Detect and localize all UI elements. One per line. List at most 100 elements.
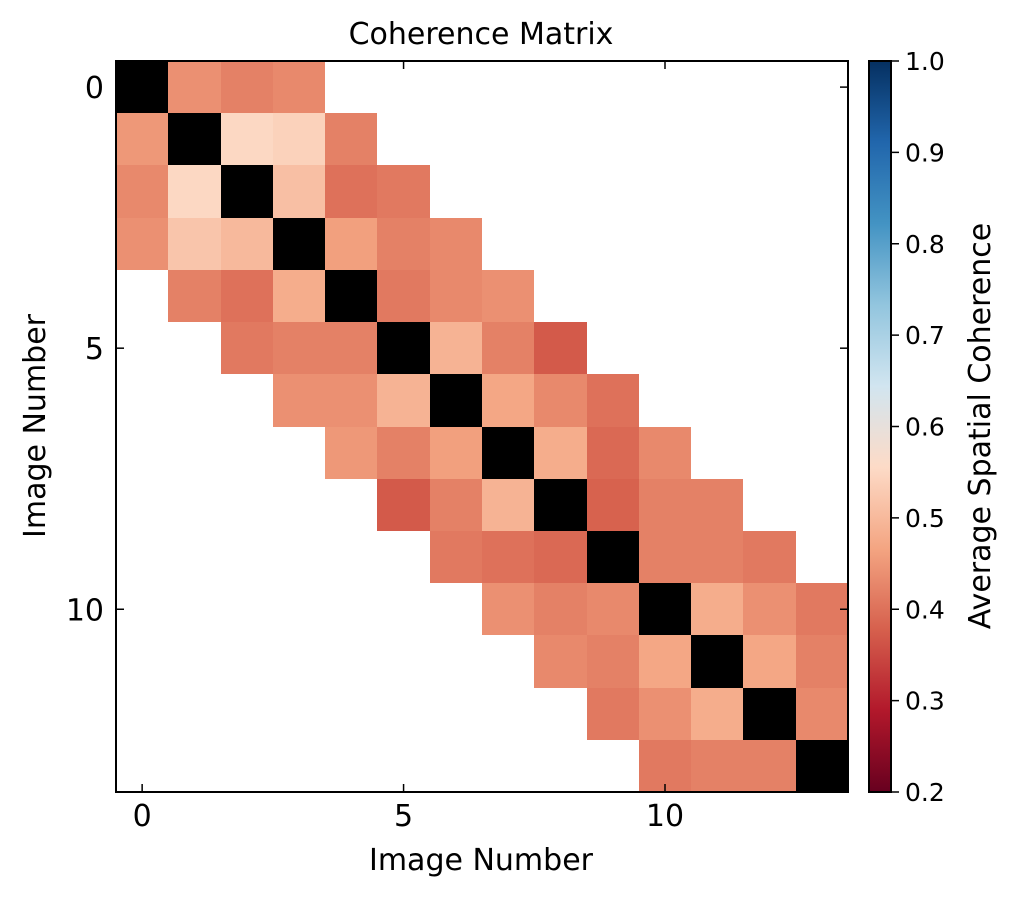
heatmap-cells <box>116 61 848 792</box>
heatmap-cell <box>482 270 534 322</box>
heatmap-cell <box>430 270 482 322</box>
plot-frame <box>115 60 849 793</box>
colorbar-tick-label: 0.6 <box>905 413 945 442</box>
heatmap-cell <box>743 635 796 688</box>
heatmap-cell <box>168 218 221 270</box>
heatmap-cell <box>430 427 482 479</box>
heatmap-cell <box>325 113 377 165</box>
heatmap-cell <box>325 322 377 374</box>
heatmap-cell <box>482 322 534 374</box>
heatmap-cell-diagonal <box>430 374 482 427</box>
heatmap-cell <box>377 374 430 427</box>
heatmap-cell <box>221 113 273 165</box>
heatmap-cell <box>221 61 273 113</box>
heatmap-cell <box>221 322 273 374</box>
heatmap-cell <box>534 322 587 374</box>
heatmap-cell <box>273 322 325 374</box>
heatmap-cell <box>743 531 796 583</box>
heatmap-cell <box>377 479 430 531</box>
colorbar-tick-label: 0.4 <box>905 595 945 624</box>
heatmap-cell <box>168 61 221 113</box>
heatmap-cell <box>482 531 534 583</box>
heatmap-cell <box>587 374 639 427</box>
heatmap-cell-diagonal <box>377 322 430 374</box>
x-axis-label: Image Number <box>369 843 594 878</box>
heatmap-cell-diagonal <box>743 688 796 740</box>
y-tick-label: 5 <box>85 332 104 367</box>
heatmap-cell <box>377 427 430 479</box>
heatmap-cell <box>587 583 639 635</box>
heatmap-cell <box>273 374 325 427</box>
heatmap-cell <box>273 270 325 322</box>
colorbar-tick-label: 0.7 <box>905 321 945 350</box>
heatmap-cell <box>796 583 848 635</box>
heatmap-cell <box>639 427 691 479</box>
heatmap-cell-diagonal <box>534 479 587 531</box>
heatmap-cell <box>482 479 534 531</box>
colorbar-ticks: 0.2 0.3 0.4 0.5 0.6 0.7 0.8 0.9 1.0 <box>891 47 945 807</box>
y-axis-ticks: 0 5 10 <box>66 71 848 628</box>
heatmap-cell <box>430 322 482 374</box>
heatmap-cell-diagonal <box>273 218 325 270</box>
heatmap-cell <box>796 635 848 688</box>
heatmap-cell-diagonal <box>482 427 534 479</box>
heatmap-cell <box>691 479 743 531</box>
heatmap-cell <box>587 427 639 479</box>
colorbar-tick-label: 0.9 <box>905 138 945 167</box>
y-tick-label: 10 <box>66 593 104 628</box>
heatmap-cell <box>587 635 639 688</box>
heatmap-cell <box>691 531 743 583</box>
heatmap-cell-diagonal <box>221 165 273 218</box>
heatmap-cell <box>116 113 168 165</box>
heatmap-cell <box>534 427 587 479</box>
heatmap-cell <box>273 165 325 218</box>
heatmap-cell-diagonal <box>325 270 377 322</box>
heatmap-cell <box>116 165 168 218</box>
heatmap-cell <box>430 218 482 270</box>
heatmap-cell <box>639 688 691 740</box>
heatmap-cell <box>168 270 221 322</box>
heatmap-cell <box>743 740 796 792</box>
heatmap-cell <box>482 374 534 427</box>
x-tick-label: 10 <box>646 799 684 834</box>
heatmap-cell <box>534 531 587 583</box>
colorbar-tick-label: 0.8 <box>905 230 945 259</box>
colorbar-label: Average Spatial Coherence <box>963 223 998 629</box>
x-axis-ticks: 0 5 10 <box>133 61 684 834</box>
heatmap-cell <box>796 688 848 740</box>
heatmap-cell <box>377 165 430 218</box>
heatmap-cell <box>168 165 221 218</box>
heatmap-cell-diagonal <box>691 635 743 688</box>
chart-title: Coherence Matrix <box>349 17 614 52</box>
colorbar: 0.2 0.3 0.4 0.5 0.6 0.7 0.8 0.9 1.0 Average Spat… <box>868 47 998 807</box>
heatmap-cell <box>691 583 743 635</box>
colorbar-tick-label: 0.5 <box>905 504 945 533</box>
heatmap-cell <box>482 583 534 635</box>
heatmap-cell <box>377 270 430 322</box>
heatmap-cell <box>430 479 482 531</box>
heatmap-cell <box>691 740 743 792</box>
heatmap-cell <box>534 374 587 427</box>
y-axis-label: Image Number <box>18 313 53 538</box>
heatmap-cell <box>534 583 587 635</box>
heatmap-cell <box>325 374 377 427</box>
heatmap-cell <box>534 635 587 688</box>
heatmap-cell <box>639 635 691 688</box>
x-tick-label: 5 <box>394 799 413 834</box>
heatmap-cell <box>743 583 796 635</box>
x-tick-label: 0 <box>133 799 152 834</box>
heatmap-cell <box>325 165 377 218</box>
heatmap-cell <box>639 740 691 792</box>
heatmap-cell <box>587 479 639 531</box>
y-tick-label: 0 <box>85 71 104 106</box>
heatmap-cell <box>325 218 377 270</box>
heatmap-cell-diagonal <box>116 61 168 113</box>
heatmap-cell <box>273 61 325 113</box>
heatmap-cell <box>639 531 691 583</box>
heatmap-cell <box>221 218 273 270</box>
heatmap-cell <box>430 531 482 583</box>
heatmap-cell <box>325 427 377 479</box>
heatmap-cell-diagonal <box>639 583 691 635</box>
heatmap-cell <box>221 270 273 322</box>
